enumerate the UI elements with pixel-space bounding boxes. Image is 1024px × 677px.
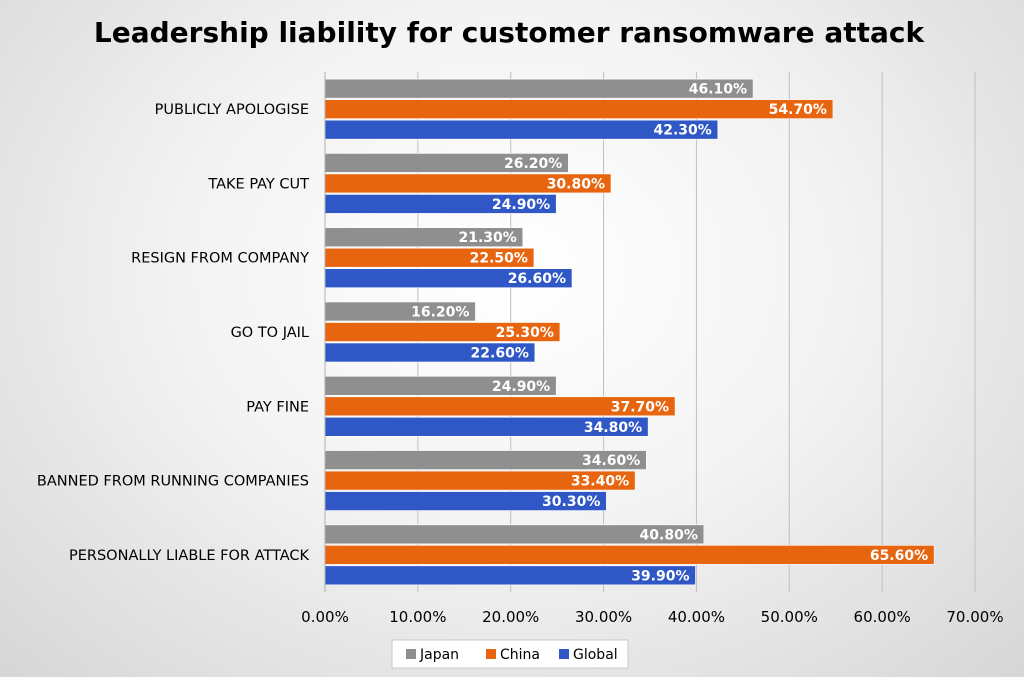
- x-axis-tick-labels: 0.00% 10.00% 20.00% 30.00% 40.00% 50.00% 60.00…: [301, 608, 1003, 626]
- category-label: BANNED FROM RUNNING COMPANIES: [37, 474, 309, 490]
- legend-swatch-china: [486, 649, 496, 659]
- category-label: RESIGN FROM COMPANY: [131, 251, 309, 267]
- category-label: PUBLICLY APOLOGISE: [155, 102, 309, 118]
- bar-china: [324, 99, 834, 119]
- data-label: 30.30%: [542, 494, 600, 510]
- category-label: GO TO JAIL: [231, 325, 309, 341]
- chart-title: Leadership liability for customer ransom…: [94, 16, 926, 49]
- x-tick-label: 40.00%: [668, 608, 725, 626]
- data-label: 33.40%: [571, 474, 629, 490]
- data-labels: 46.10% 54.70% 42.30% 26.20% 30.80% 24.90% 21.3…: [411, 82, 928, 585]
- bar-china: [324, 545, 935, 565]
- data-label: 22.50%: [470, 251, 528, 267]
- data-label: 40.80%: [640, 527, 698, 543]
- x-tick-label: 10.00%: [389, 608, 446, 626]
- x-tick-label: 60.00%: [854, 608, 911, 626]
- data-label: 46.10%: [689, 82, 747, 98]
- legend-label-china: China: [500, 647, 540, 663]
- data-label: 30.80%: [547, 176, 605, 192]
- data-label: 22.60%: [471, 346, 529, 362]
- data-label: 26.20%: [504, 156, 562, 172]
- data-label: 24.90%: [492, 197, 550, 213]
- data-label: 34.80%: [584, 420, 642, 436]
- data-label: 24.90%: [492, 379, 550, 395]
- data-label: 42.30%: [653, 123, 711, 139]
- category-label: PERSONALLY LIABLE FOR ATTACK: [69, 548, 309, 564]
- category-label: TAKE PAY CUT: [207, 176, 309, 192]
- data-label: 26.60%: [508, 271, 566, 287]
- data-label: 21.30%: [458, 230, 516, 246]
- data-label: 39.90%: [631, 568, 689, 584]
- category-labels: PUBLICLY APOLOGISE TAKE PAY CUT RESIGN FRO…: [37, 102, 310, 564]
- data-label: 34.60%: [582, 453, 640, 469]
- data-label: 16.20%: [411, 305, 469, 321]
- x-tick-label: 0.00%: [301, 608, 349, 626]
- legend-swatch-japan: [406, 649, 416, 659]
- x-tick-label: 20.00%: [482, 608, 539, 626]
- legend-swatch-global: [559, 649, 569, 659]
- x-tick-label: 30.00%: [575, 608, 632, 626]
- legend-box: [391, 639, 629, 669]
- data-label: 37.70%: [611, 399, 669, 415]
- data-label: 65.60%: [870, 548, 928, 564]
- legend-label-global: Global: [573, 647, 618, 663]
- legend-label-japan: Japan: [419, 647, 459, 663]
- data-label: 54.70%: [769, 102, 827, 118]
- x-tick-label: 70.00%: [946, 608, 1003, 626]
- data-label: 25.30%: [496, 325, 554, 341]
- legend: Japan China Global: [391, 639, 629, 669]
- category-label: PAY FINE: [246, 399, 309, 415]
- bars: [324, 78, 935, 586]
- x-tick-label: 50.00%: [761, 608, 818, 626]
